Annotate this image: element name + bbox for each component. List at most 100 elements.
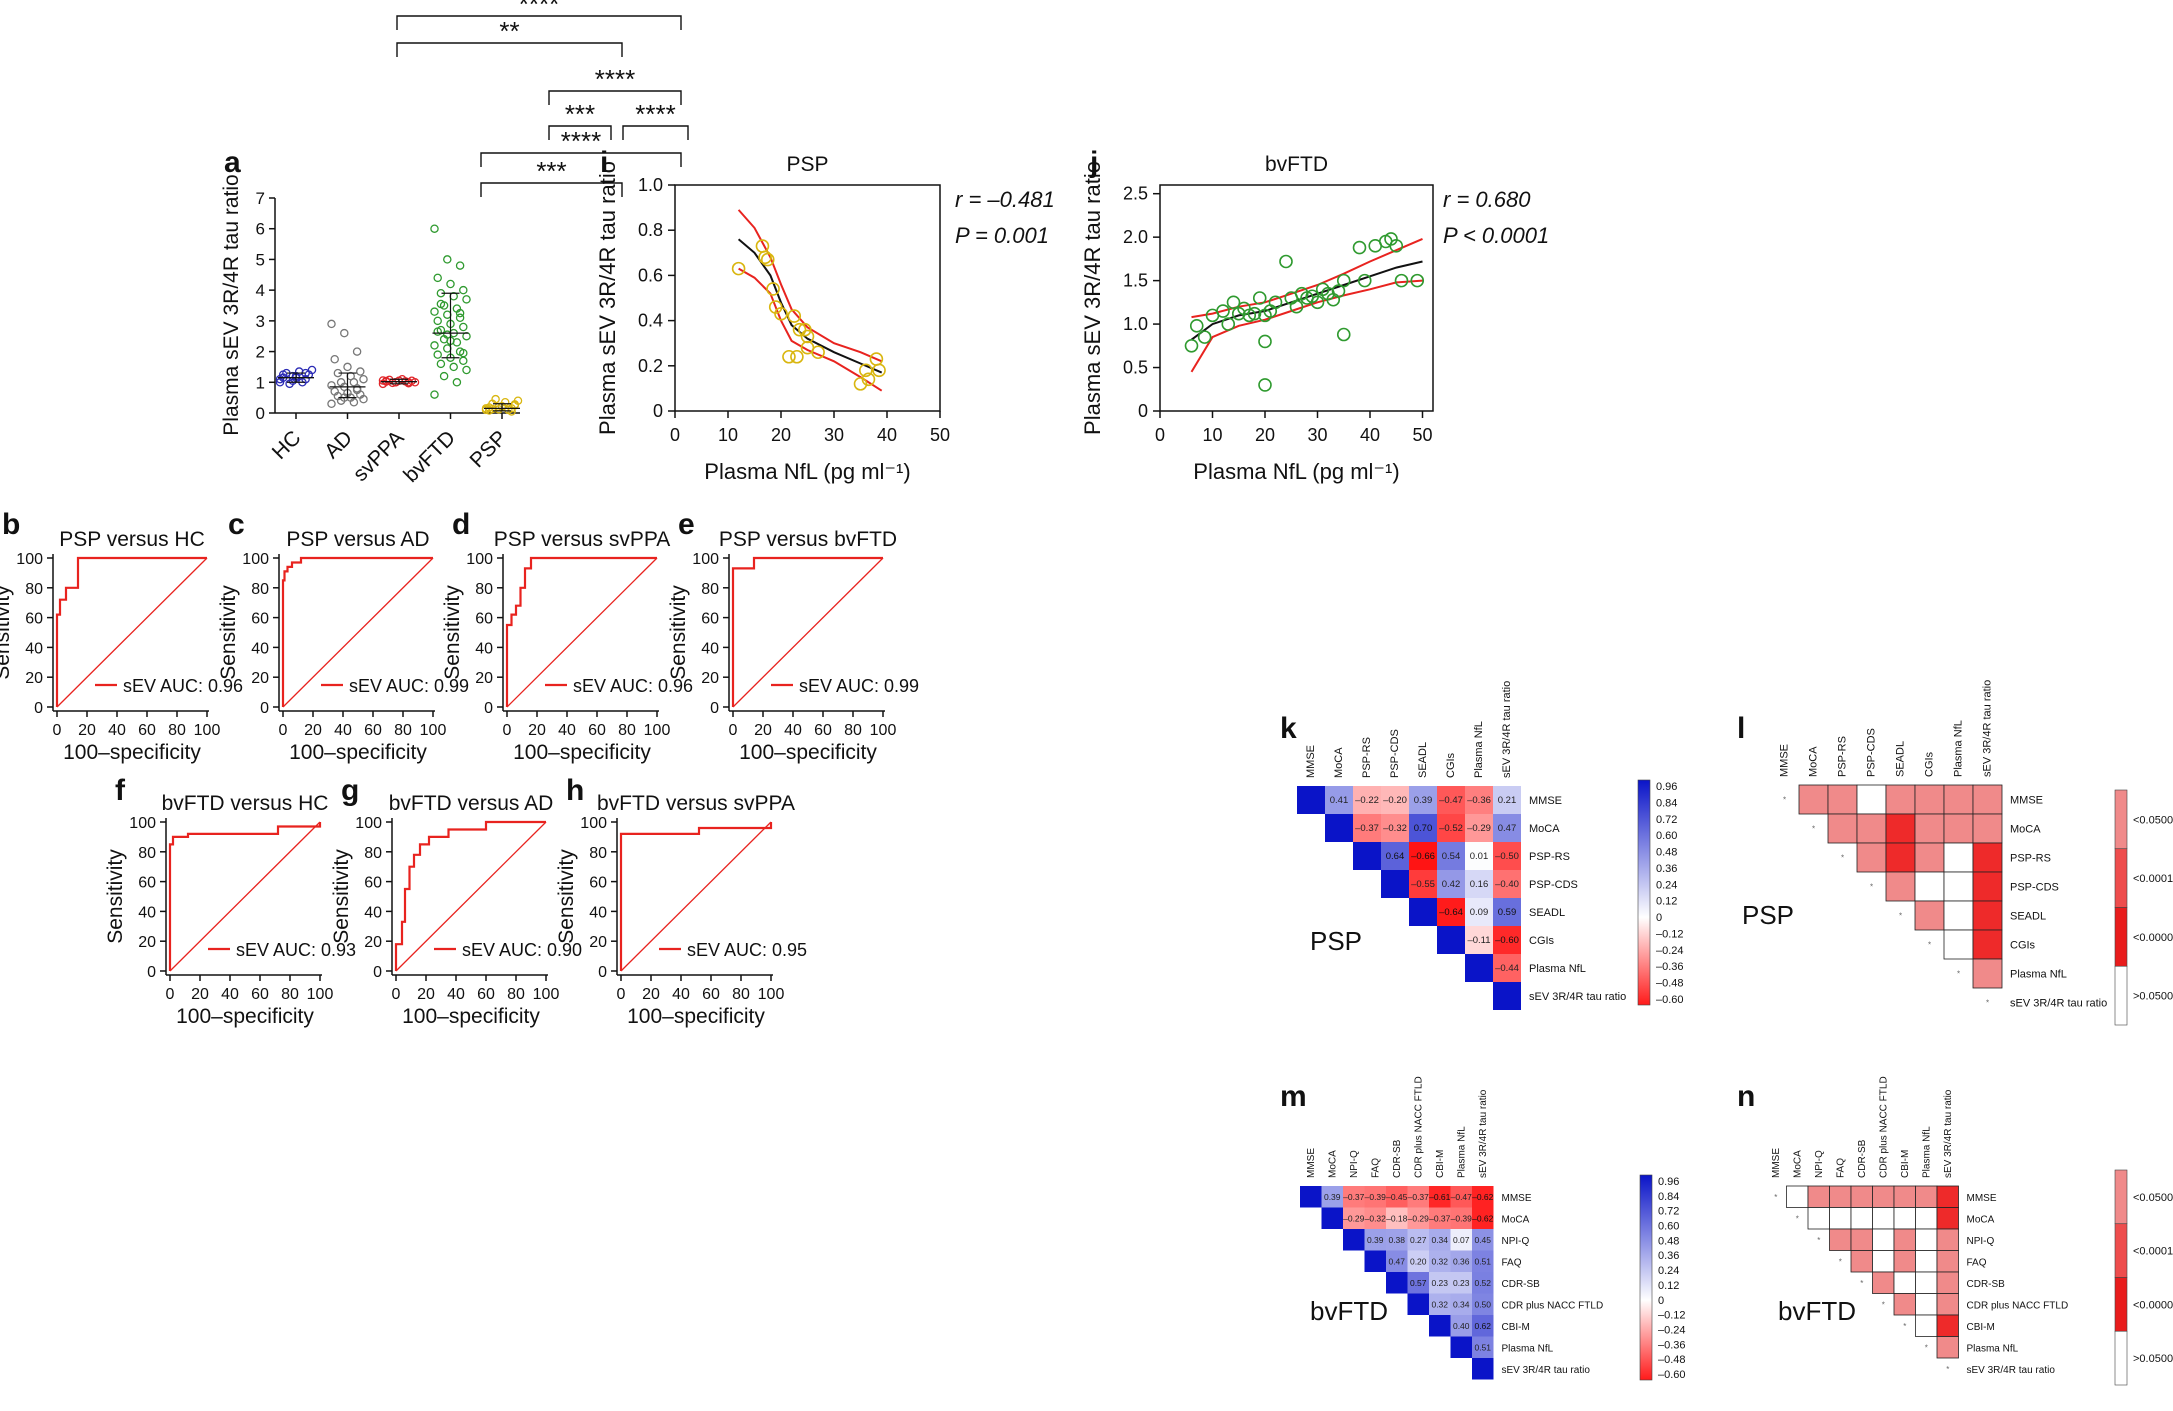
cell-value: –0.60 [1495, 935, 1519, 946]
y-tick-label: 3 [256, 312, 265, 331]
significance-bracket [548, 90, 682, 105]
row-label: MoCA [2010, 824, 2041, 836]
auc-label: sEV AUC: 0.90 [462, 940, 582, 960]
row-label: PSP-RS [1529, 851, 1570, 863]
p-scale-segment [2114, 1169, 2128, 1225]
cell-value: 0.36 [1453, 1256, 1470, 1266]
heatmap-cell [1472, 1186, 1494, 1208]
p-value-cell [1936, 1314, 1959, 1337]
x-tick-label: 40 [672, 986, 690, 1003]
data-point [1216, 304, 1230, 318]
y-tick-label: 0.5 [1123, 358, 1148, 378]
cell-value: 0.21 [1498, 795, 1517, 806]
p-value-cell [1915, 1293, 1938, 1316]
column-label: Plasma NfL [1473, 721, 1485, 778]
x-tick-label: 0 [1155, 425, 1165, 445]
row-label: CDR plus NACC FTLD [1967, 1300, 2069, 1311]
heatmap-cell [1429, 1250, 1451, 1272]
heatmap-cell [1407, 1186, 1429, 1208]
reference-diagonal [620, 821, 772, 972]
x-tick-label: 80 [394, 722, 412, 739]
column-label: NPI-Q [1349, 1150, 1360, 1178]
panel-label-c: c [228, 508, 245, 541]
cell-value: –0.37 [1429, 1213, 1451, 1223]
cell-value: –0.29 [1467, 823, 1491, 834]
heatmap-diagonal-cell [1353, 842, 1381, 870]
correlation-p: P = 0.001 [955, 223, 1049, 248]
diagonal-marker: * [1903, 1322, 1906, 1331]
data-point [430, 224, 439, 233]
cell-value: 0.54 [1442, 851, 1461, 862]
cell-value: –0.29 [1343, 1213, 1365, 1223]
heatmap-cell [1353, 814, 1381, 842]
data-point [1221, 317, 1236, 331]
category-label: svPPA [349, 426, 409, 486]
p-scale-segment [2114, 1223, 2128, 1278]
cell-value: 0.57 [1410, 1278, 1427, 1288]
significance-bracket [480, 182, 623, 197]
y-axis-label: Sensitivity [555, 849, 578, 944]
row-label: NPI-Q [1502, 1236, 1530, 1247]
row-label: PSP-RS [2010, 853, 2051, 865]
data-point [462, 295, 471, 304]
heatmap-cell [1465, 926, 1493, 954]
heatmap-cell [1325, 786, 1353, 814]
data-point [430, 307, 439, 316]
heatmap-cell [1437, 786, 1465, 814]
y-tick-label: 2.0 [1123, 227, 1148, 247]
heatmap-cell [1364, 1207, 1386, 1229]
panel-label-f: f [115, 774, 126, 807]
cell-value: 0.47 [1498, 823, 1517, 834]
cell-value: –0.20 [1383, 795, 1407, 806]
scale-tick-label: –0.24 [1658, 1324, 1686, 1336]
panel-f: f bvFTD versus HC 0 20 40 60 80 100 0 20 40 60 80 100… [104, 774, 356, 1028]
p-value-cell [1943, 871, 1974, 902]
column-label: SEADL [1417, 742, 1429, 778]
panel-j: j bvFTD 0 10 20 30 40 50 0 0.5 1.0 1.5 2.0 2.5 Plasma … [1080, 146, 1549, 484]
significance-bracket [396, 15, 682, 30]
x-tick-label: 60 [477, 986, 495, 1003]
heatmap-cell [1381, 842, 1409, 870]
panel-l: l PSP * MMSE MMSE * MoCA MoCA * PSP-RS PSP-RS * PSP-… [1737, 680, 2173, 1026]
p-value-cell [1872, 1207, 1895, 1230]
column-label: MMSE [1306, 1148, 1317, 1178]
p-value-cell [1972, 958, 2003, 989]
y-tick-label: 1.0 [638, 175, 663, 195]
p-value-cell [1893, 1207, 1916, 1230]
roc-curve [731, 556, 883, 707]
data-point [1268, 295, 1283, 310]
cell-value: 0.32 [1431, 1299, 1448, 1309]
heatmap-diagonal-cell [1493, 982, 1521, 1010]
scale-tick-label: 0 [1658, 1295, 1664, 1307]
data-point [404, 378, 413, 388]
cell-value: 0.42 [1442, 879, 1461, 890]
cell-value: 0.39 [1324, 1192, 1341, 1202]
scale-tick-label: 0.36 [1658, 1250, 1679, 1262]
row-label: Plasma NfL [1529, 963, 1586, 975]
data-point [853, 377, 868, 391]
heatmap-cell [1386, 1207, 1408, 1229]
data-point [327, 319, 336, 329]
y-tick-label: 1 [256, 373, 265, 392]
data-point [792, 322, 807, 337]
data-point [459, 356, 468, 366]
data-point [1357, 273, 1372, 288]
p-value-cell [1943, 842, 1974, 873]
row-label: MoCA [1529, 823, 1560, 835]
panel-label-b: b [2, 508, 20, 541]
p-value-cell [1915, 1271, 1938, 1294]
p-value-cell [1885, 784, 1916, 815]
column-label: MoCA [1333, 747, 1345, 778]
heatmap-cell [1493, 786, 1521, 814]
column-label: SEADL [1895, 741, 1907, 777]
p-value-cell [1856, 813, 1887, 844]
data-point [433, 316, 442, 326]
row-label: sEV 3R/4R tau ratio [1529, 991, 1626, 1003]
panel-label-l: l [1737, 712, 1745, 745]
y-tick-label: 100 [16, 551, 43, 568]
row-label: MMSE [2010, 795, 2043, 807]
p-scale-segment [2114, 848, 2128, 908]
cell-value: –0.37 [1343, 1192, 1365, 1202]
heatmap-diagonal-cell [1381, 870, 1409, 898]
data-point [731, 261, 746, 276]
